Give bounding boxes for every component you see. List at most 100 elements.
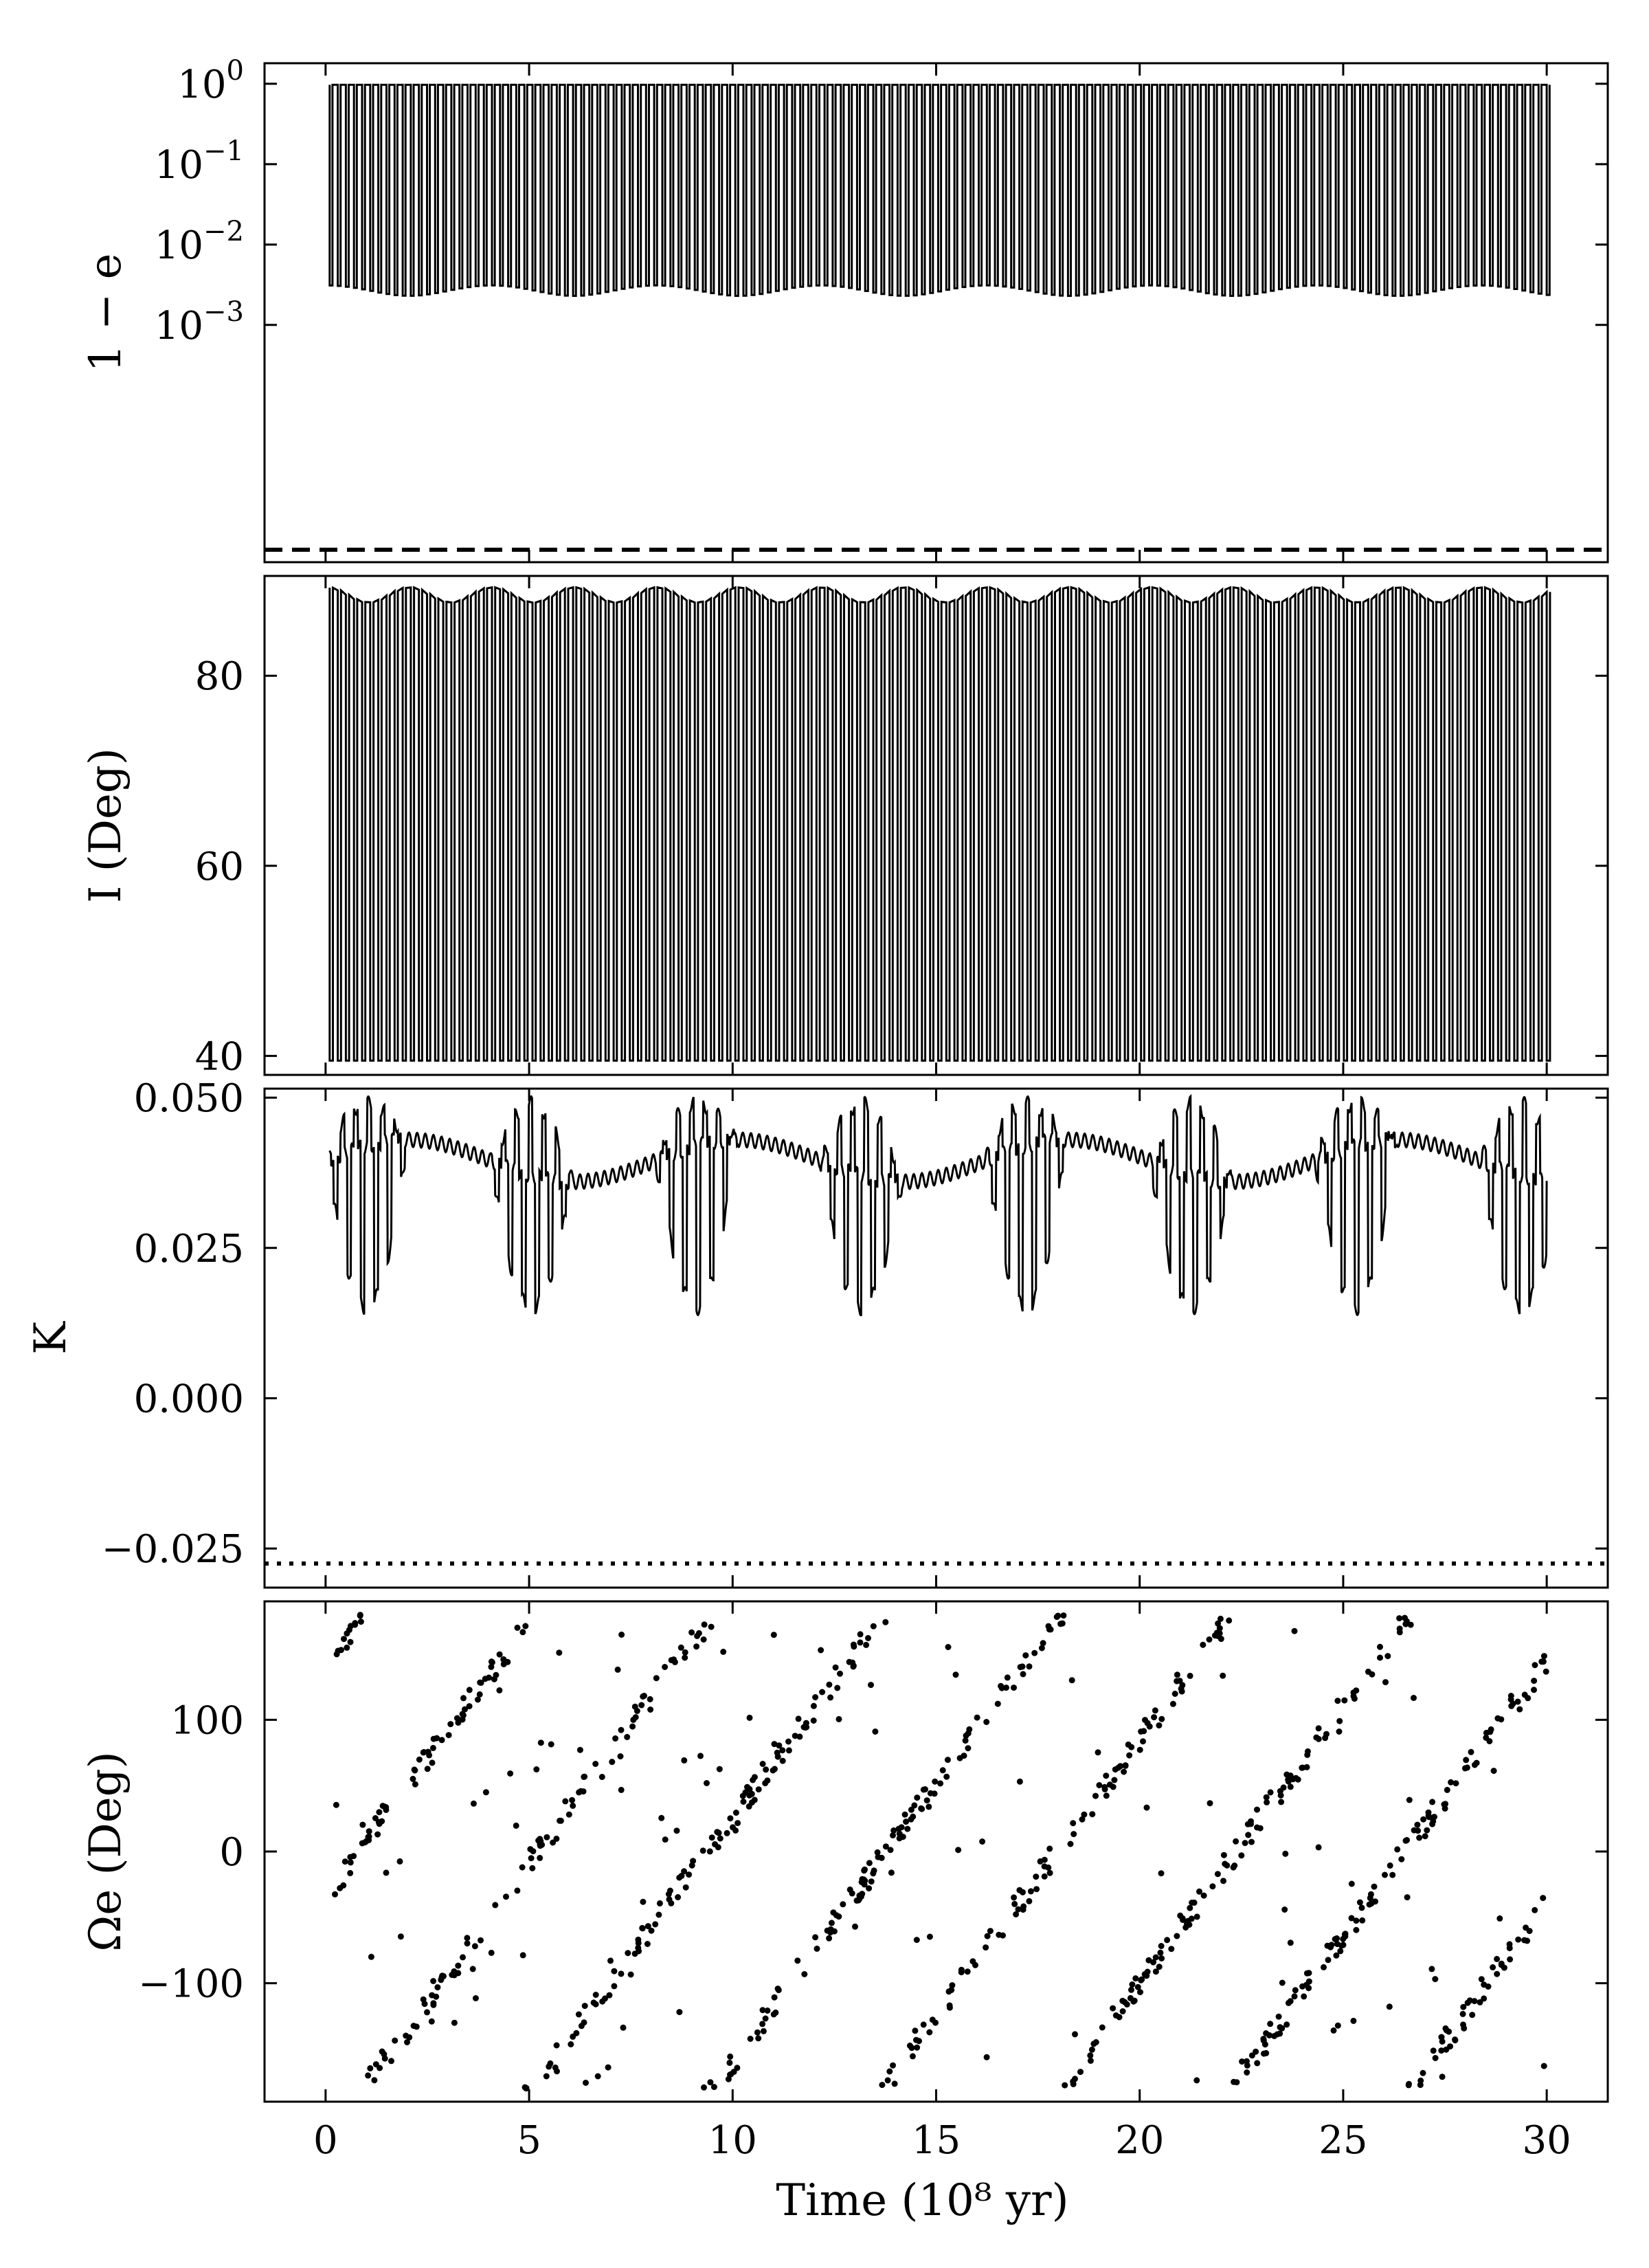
scatter-point	[926, 1803, 932, 1810]
scatter-point	[665, 1891, 672, 1898]
scatter-point	[602, 1995, 608, 2002]
y-axis-label: K	[25, 1321, 76, 1355]
scatter-point	[846, 1886, 853, 1893]
scatter-point	[1121, 1999, 1128, 2005]
scatter-point	[984, 1933, 991, 1939]
scatter-point	[1087, 2052, 1094, 2059]
scatter-point	[856, 1896, 862, 1902]
scatter-point	[638, 1702, 645, 1709]
scatter-point	[939, 1767, 946, 1774]
scatter-point	[1452, 2036, 1459, 2043]
scatter-point	[785, 1747, 792, 1754]
scatter-point	[647, 1696, 653, 1702]
scatter-point	[612, 1735, 619, 1742]
scatter-point	[750, 1777, 756, 1783]
scatter-point	[476, 1691, 483, 1698]
scatter-point	[1011, 1685, 1017, 1691]
scatter-point	[1187, 1672, 1193, 1679]
scatter-point	[1267, 1789, 1274, 1796]
y-tick-label: 100	[177, 55, 244, 107]
scatter-point	[682, 1649, 688, 1656]
scatter-point	[1417, 2077, 1424, 2084]
scatter-point	[1209, 1883, 1216, 1890]
scatter-point	[1487, 1728, 1494, 1735]
scatter-point	[488, 1949, 495, 1956]
scatter-point	[1336, 1728, 1343, 1735]
scatter-point	[1443, 2027, 1450, 2034]
scatter-point	[1471, 1998, 1478, 2005]
y-tick-label: 10−2	[155, 216, 244, 268]
scatter-point	[1261, 2050, 1267, 2057]
scatter-point	[1011, 1894, 1018, 1901]
scatter-point	[1429, 1799, 1436, 1805]
scatter-point	[865, 1635, 871, 1641]
scatter-point	[1430, 2047, 1437, 2054]
scatter-point	[1371, 1883, 1378, 1890]
scatter-point	[795, 1715, 802, 1722]
scatter-point	[1111, 1777, 1118, 1783]
scatter-point	[1292, 1987, 1299, 1994]
scatter-point	[834, 1685, 841, 1691]
scatter-point	[740, 1799, 747, 1805]
scatter-point	[1141, 1728, 1147, 1735]
scatter-point	[682, 1654, 688, 1661]
scatter-point	[546, 2063, 552, 2070]
axes-frame	[263, 1087, 1609, 1589]
scatter-point	[652, 1921, 659, 1928]
scatter-point	[581, 2003, 588, 2010]
scatter-point	[1215, 1620, 1222, 1627]
scatter-point	[412, 1781, 418, 1788]
scatter-point	[1177, 1912, 1184, 1919]
scatter-point	[901, 1811, 908, 1818]
scatter-point	[812, 1694, 819, 1700]
scatter-point	[335, 1647, 341, 1654]
scatter-point	[962, 1737, 969, 1744]
scatter-point	[812, 1934, 819, 1941]
scatter-point	[1411, 1827, 1417, 1834]
scatter-point	[1303, 1970, 1310, 1977]
scatter-point	[1092, 1792, 1099, 1799]
scatter-point	[1070, 1820, 1077, 1827]
scatter-point	[469, 1966, 476, 1972]
y-tick-label: −0.025	[102, 1527, 244, 1572]
scatter-point	[1372, 1898, 1378, 1905]
scatter-point	[908, 1806, 915, 1813]
scatter-point	[1304, 1748, 1311, 1755]
scatter-point	[840, 1901, 846, 1908]
scatter-point	[590, 1999, 597, 2006]
scatter-point	[383, 1804, 390, 1810]
scatter-point	[1112, 1766, 1119, 1773]
scatter-point	[425, 1748, 431, 1755]
scatter-point	[471, 1943, 478, 1950]
scatter-point	[760, 2027, 767, 2034]
scatter-point	[1112, 2012, 1119, 2019]
scatter-point	[996, 1931, 1002, 1938]
scatter-point	[341, 1636, 347, 1643]
scatter-point	[647, 1706, 654, 1713]
scatter-point	[617, 1753, 624, 1759]
scatter-point	[872, 1728, 879, 1735]
scatter-point	[668, 1657, 675, 1664]
scatter-point	[912, 2027, 919, 2034]
scatter-point	[1448, 1779, 1455, 1786]
scatter-point	[732, 1827, 739, 1834]
scatter-point	[673, 1827, 680, 1834]
scatter-point	[827, 1694, 834, 1701]
scatter-point	[1494, 1715, 1501, 1722]
scatter-point	[1277, 1792, 1284, 1799]
scatter-point	[908, 2045, 915, 2052]
scatter-point	[1404, 1894, 1411, 1901]
scatter-point	[720, 1648, 727, 1655]
scatter-point	[1242, 1840, 1248, 1847]
scatter-point	[1398, 1856, 1405, 1863]
scatter-point	[878, 1854, 885, 1861]
scatter-point	[1164, 1937, 1171, 1944]
scatter-point	[1301, 1993, 1308, 2000]
scatter-point	[1136, 1746, 1143, 1753]
scatter-point	[1156, 1964, 1163, 1970]
scatter-point	[1438, 2034, 1445, 2041]
scatter-point	[732, 1810, 739, 1816]
scatter-point	[424, 1766, 431, 1772]
scatter-point	[755, 2035, 762, 2042]
scatter-point	[1325, 1957, 1332, 1964]
